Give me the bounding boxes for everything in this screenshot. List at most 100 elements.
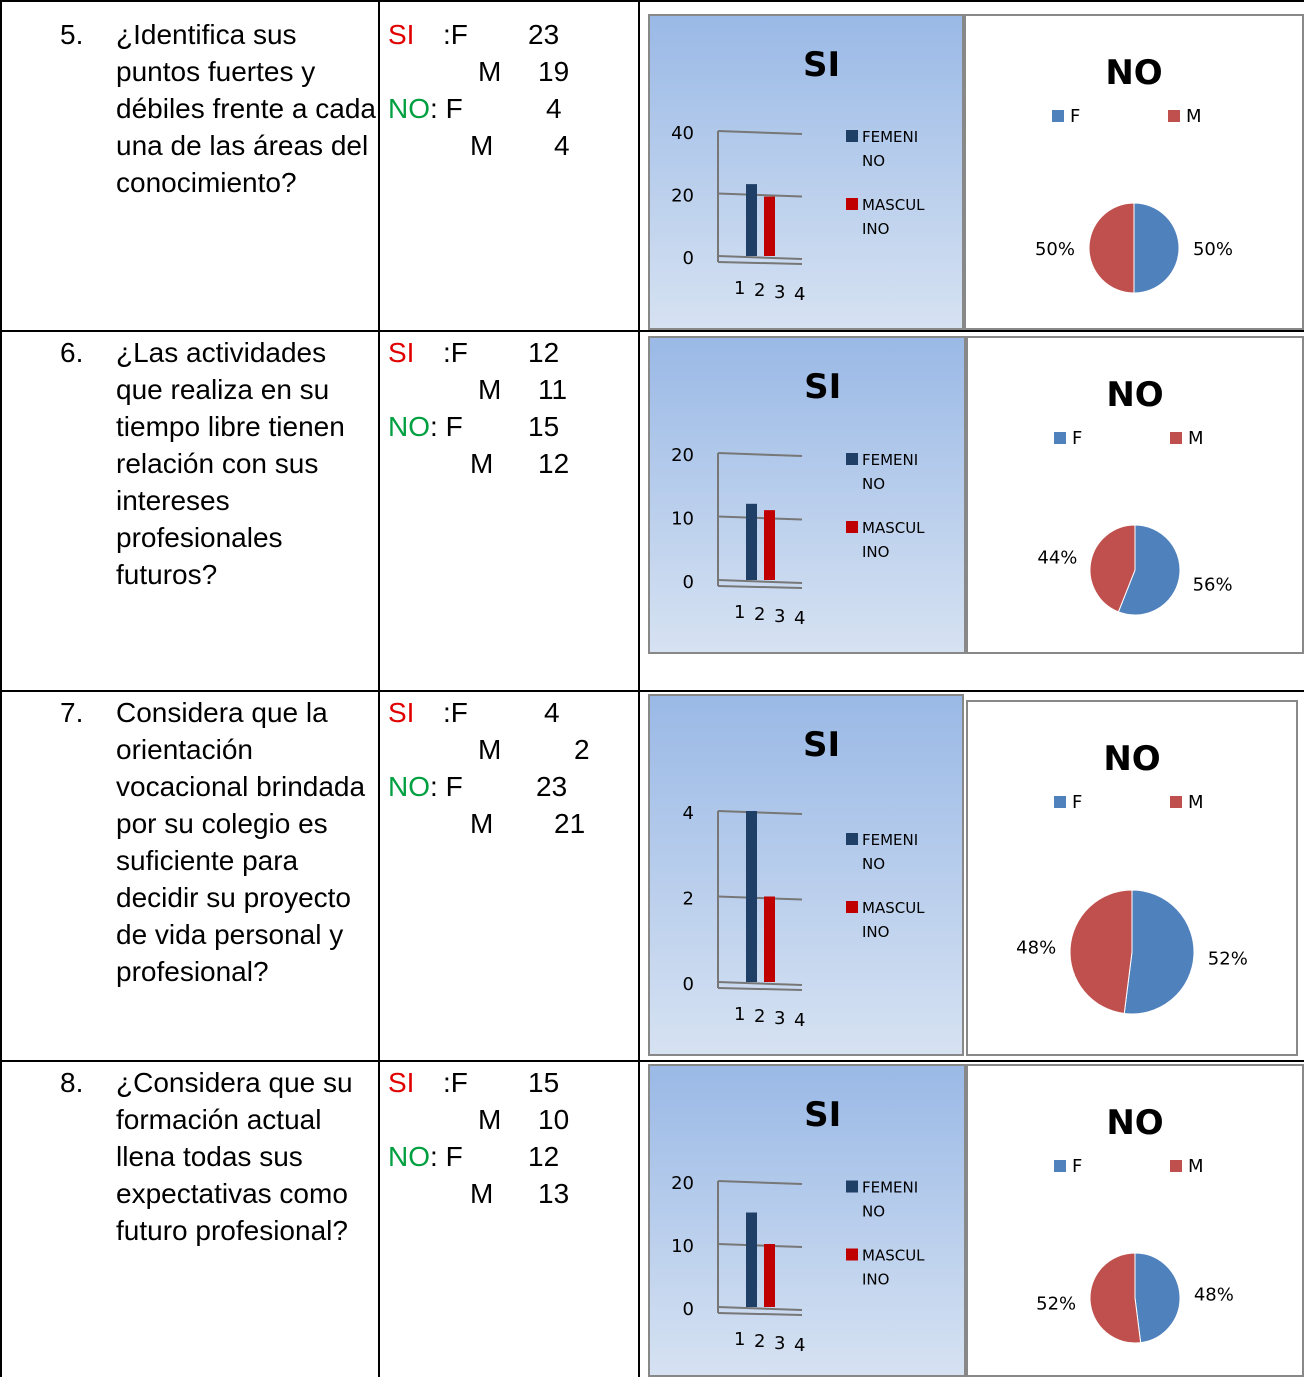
si-m-count: 10	[538, 1104, 570, 1135]
bar	[746, 811, 757, 982]
legend-label: M	[1186, 106, 1202, 127]
legend-label: NO	[862, 1203, 885, 1221]
x-axis-floor	[717, 261, 803, 265]
legend-label: MASCUL	[862, 519, 925, 537]
gridline	[717, 515, 803, 521]
x-tick-label: 3	[774, 1333, 785, 1354]
gridline	[717, 1306, 803, 1311]
bar	[746, 503, 757, 580]
no-m-count: 21	[554, 808, 586, 839]
question-text: ¿Las actividades que realiza en su tiemp…	[116, 337, 345, 590]
bar	[764, 510, 775, 580]
legend-label: INO	[862, 1271, 889, 1289]
f-label: F	[450, 1067, 468, 1098]
no-label: NO	[388, 771, 430, 802]
chart-canvas: NO F M 52% 48%	[1016, 739, 1248, 1015]
x-tick-label: 1	[734, 1329, 745, 1350]
no-f-count: 23	[536, 771, 568, 802]
legend-swatch-f	[1054, 1160, 1066, 1172]
bar	[764, 196, 775, 256]
x-axis-floor	[717, 1312, 803, 1316]
no-chart-panel: NO F M 52% 48%	[966, 700, 1298, 1056]
pie-slice	[1123, 889, 1195, 1015]
pie-data-label: 56%	[1193, 574, 1233, 595]
legend-label: NO	[862, 855, 885, 873]
counts-5: SI :F 23 M 19 NO: F 4 M 4	[388, 16, 628, 176]
gridline	[717, 130, 803, 135]
no-chart-panel: NO F M 56% 44%	[966, 336, 1304, 654]
chart-title: NO	[1106, 1103, 1163, 1143]
gridline	[717, 1180, 803, 1185]
question-number: 6.	[60, 337, 84, 368]
m-label: M	[478, 1104, 502, 1135]
x-axis-floor	[717, 987, 803, 991]
chart-canvas: NO F M 56% 44%	[1037, 375, 1233, 616]
bar	[764, 1244, 775, 1307]
chart-canvas: SI 0 20 40 1 2 3 4 FEMENI NO MASCUL INO	[671, 45, 925, 305]
pie-data-label: 50%	[1035, 239, 1075, 260]
chart-title: SI	[803, 45, 840, 85]
legend-swatch-masculino	[846, 901, 858, 913]
si-label: SI	[388, 19, 415, 50]
gridline	[717, 1243, 803, 1248]
legend-label: F	[1070, 106, 1080, 127]
chart-title: SI	[803, 725, 840, 765]
no-m-count: 4	[554, 130, 570, 161]
column-divider-1	[378, 0, 380, 1377]
pie-data-label: 50%	[1193, 239, 1233, 260]
legend-label: MASCUL	[862, 899, 925, 917]
legend-label: FEMENI	[862, 1179, 918, 1197]
question-number: 5.	[60, 19, 84, 50]
pie-data-label: 48%	[1194, 1285, 1234, 1306]
legend-swatch-femenino	[846, 1180, 858, 1193]
legend-label: M	[1188, 428, 1204, 449]
pie-slice	[1089, 524, 1136, 613]
f-label: F	[445, 411, 463, 442]
no-m-count: 13	[538, 1178, 570, 1209]
table-border-left	[0, 0, 2, 1377]
no-chart-panel: NO F M 50% 50%	[964, 14, 1304, 330]
legend-swatch-femenino	[846, 833, 858, 845]
m-label: M	[470, 448, 494, 479]
m-label: M	[470, 130, 494, 161]
no-label: NO	[388, 411, 430, 442]
si-label: SI	[388, 337, 415, 368]
f-label: F	[450, 19, 468, 50]
pie-slice	[1088, 202, 1135, 294]
si-chart-panel: SI 0 10 20 1 2 3 4 FEMENI NO MASCUL INO	[648, 336, 966, 654]
f-label: F	[445, 771, 463, 802]
pie-data-label: 48%	[1016, 937, 1056, 958]
bar	[764, 896, 775, 982]
chart-title: NO	[1103, 739, 1160, 779]
gridline	[717, 981, 803, 986]
y-tick-label: 4	[683, 803, 694, 824]
m-label: M	[470, 808, 494, 839]
x-tick-label: 4	[794, 1010, 805, 1031]
gridline	[717, 895, 803, 901]
m-label: M	[470, 1178, 494, 1209]
x-tick-label: 2	[754, 604, 765, 625]
pie-slice	[1089, 1252, 1142, 1344]
legend-label: FEMENI	[862, 451, 918, 469]
y-tick-label: 10	[671, 1236, 694, 1257]
question-number: 8.	[60, 1067, 84, 1098]
x-tick-label: 4	[794, 1335, 805, 1356]
legend-label: F	[1072, 792, 1082, 813]
chart-title: SI	[804, 1095, 841, 1135]
legend-label: M	[1188, 1156, 1204, 1177]
legend-label: F	[1072, 428, 1082, 449]
legend-label: MASCUL	[862, 1247, 925, 1265]
chart-title: NO	[1105, 53, 1162, 93]
question-text: ¿Identifica sus puntos fuertes y débiles…	[116, 19, 376, 198]
table-border-top	[0, 0, 1304, 2]
pie-data-label: 52%	[1036, 1293, 1076, 1314]
gridline	[717, 452, 803, 457]
no-f-count: 12	[528, 1141, 560, 1172]
pie-data-label: 44%	[1037, 548, 1077, 569]
legend-label: NO	[862, 475, 885, 493]
y-tick-label: 20	[671, 186, 694, 207]
m-label: M	[478, 374, 502, 405]
pie-slice	[1069, 889, 1133, 1015]
pie-slice	[1134, 1252, 1181, 1344]
question-text: ¿Considera que su formación actual llena…	[116, 1067, 353, 1246]
